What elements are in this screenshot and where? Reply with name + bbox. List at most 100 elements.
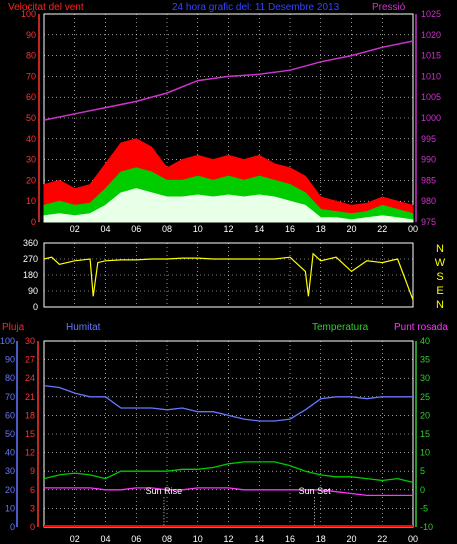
humidity-line xyxy=(43,384,413,422)
wind-speed-title: Velocitat del vent xyxy=(8,2,84,13)
x-tick-label: 06 xyxy=(131,534,141,544)
pressure-tick-label: 1010 xyxy=(421,71,441,81)
x-tick-label: 18 xyxy=(316,224,326,234)
temperature-tick-label: 35 xyxy=(420,355,430,365)
humidity-tick-label: 40 xyxy=(5,448,15,458)
rain-tick-label: 0 xyxy=(30,522,35,532)
pressure-tick-label: 975 xyxy=(421,217,436,227)
x-tick-label: 16 xyxy=(285,224,295,234)
humidity-label: Humitat xyxy=(66,322,101,333)
humidity-tick-label: 30 xyxy=(5,466,15,476)
x-tick-label: 10 xyxy=(193,534,203,544)
rain-tick-label: 21 xyxy=(25,392,35,402)
humidity-tick-label: 50 xyxy=(5,429,15,439)
pressure-tick-label: 990 xyxy=(421,155,436,165)
x-tick-label: 02 xyxy=(70,534,80,544)
sunset-label: Sun Set xyxy=(299,486,332,496)
temperature-tick-label: 25 xyxy=(420,392,430,402)
x-tick-label: 00 xyxy=(408,224,418,234)
wind-tick-label: 20 xyxy=(26,175,36,185)
rain-tick-label: 15 xyxy=(25,429,35,439)
x-tick-label: 10 xyxy=(193,224,203,234)
rain-tick-label: 9 xyxy=(30,466,35,476)
x-tick-label: 22 xyxy=(377,534,387,544)
rain-tick-label: 24 xyxy=(25,373,35,383)
compass-label: N xyxy=(436,243,444,255)
temperature-tick-label: 10 xyxy=(420,448,430,458)
wind-tick-label: 100 xyxy=(21,9,36,19)
wind-tick-label: 0 xyxy=(31,217,36,227)
temperature-tick-label: 30 xyxy=(420,373,430,383)
x-tick-label: 00 xyxy=(408,534,418,544)
pressure-line xyxy=(43,40,414,121)
humidity-tick-label: 70 xyxy=(5,392,15,402)
pressure-tick-label: 995 xyxy=(421,134,436,144)
x-tick-label: 14 xyxy=(254,534,264,544)
x-tick-label: 16 xyxy=(285,534,295,544)
rain-label: Pluja xyxy=(2,322,25,333)
humidity-tick-label: 0 xyxy=(10,522,15,532)
dewpoint-label: Punt rosada xyxy=(394,322,448,333)
dewpoint-line xyxy=(44,487,413,497)
rain-tick-label: 6 xyxy=(30,485,35,495)
x-tick-label: 20 xyxy=(346,224,356,234)
x-tick-label: 08 xyxy=(162,534,172,544)
humidity-temperature-panel: 0102030405060708090100036912151821242730… xyxy=(0,336,433,544)
x-tick-label: 04 xyxy=(100,224,110,234)
x-tick-label: 14 xyxy=(254,224,264,234)
temperature-tick-label: -10 xyxy=(420,522,433,532)
temperature-tick-label: 0 xyxy=(420,485,425,495)
direction-tick-label: 0 xyxy=(33,302,38,312)
pressure-tick-label: 1015 xyxy=(421,51,441,61)
wind-tick-label: 40 xyxy=(26,134,36,144)
compass-label: N xyxy=(436,299,444,311)
rain-tick-label: 30 xyxy=(25,336,35,346)
wind-minimum-area xyxy=(43,188,414,223)
x-tick-label: 04 xyxy=(100,534,110,544)
direction-tick-label: 270 xyxy=(23,254,38,264)
x-tick-label: 02 xyxy=(70,224,80,234)
x-tick-label: 22 xyxy=(377,224,387,234)
pressure-tick-label: 1025 xyxy=(421,9,441,19)
rain-tick-label: 12 xyxy=(25,448,35,458)
x-tick-label: 08 xyxy=(162,224,172,234)
x-tick-label: 06 xyxy=(131,224,141,234)
temperature-tick-label: 5 xyxy=(420,466,425,476)
x-tick-label: 20 xyxy=(346,534,356,544)
rain-tick-label: 3 xyxy=(30,503,35,513)
temperature-label: Temperatura xyxy=(312,322,369,333)
pressure-tick-label: 985 xyxy=(421,175,436,185)
humidity-tick-label: 80 xyxy=(5,373,15,383)
x-tick-label: 12 xyxy=(223,534,233,544)
humidity-tick-label: 60 xyxy=(5,410,15,420)
pressure-tick-label: 1000 xyxy=(421,113,441,123)
direction-tick-label: 180 xyxy=(23,270,38,280)
wind-tick-label: 30 xyxy=(26,155,36,165)
wind-tick-label: 80 xyxy=(26,51,36,61)
compass-label: E xyxy=(436,285,443,297)
wind-tick-label: 90 xyxy=(26,30,36,40)
temperature-tick-label: 40 xyxy=(420,336,430,346)
rain-tick-label: 18 xyxy=(25,410,35,420)
compass-label: S xyxy=(436,271,443,283)
wind-tick-label: 60 xyxy=(26,92,36,102)
pressure-title: Pressió xyxy=(372,2,406,13)
compass-label: W xyxy=(435,257,446,269)
humidity-tick-label: 90 xyxy=(5,355,15,365)
chart-date-title: 24 hora grafic del: 11 Desembre 2013 xyxy=(172,2,340,13)
wind-pressure-panel: 0102030405060708090100975980985990995100… xyxy=(21,9,441,234)
pressure-tick-label: 980 xyxy=(421,196,436,206)
wind-tick-label: 50 xyxy=(26,113,36,123)
temperature-tick-label: 15 xyxy=(420,429,430,439)
pressure-tick-label: 1020 xyxy=(421,30,441,40)
wind-tick-label: 10 xyxy=(26,196,36,206)
humidity-tick-label: 10 xyxy=(5,503,15,513)
pressure-tick-label: 1005 xyxy=(421,92,441,102)
humidity-tick-label: 20 xyxy=(5,485,15,495)
x-tick-label: 12 xyxy=(223,224,233,234)
direction-tick-label: 360 xyxy=(23,238,38,248)
x-tick-label: 18 xyxy=(316,534,326,544)
wind-tick-label: 70 xyxy=(26,71,36,81)
temperature-tick-label: -5 xyxy=(420,503,428,513)
